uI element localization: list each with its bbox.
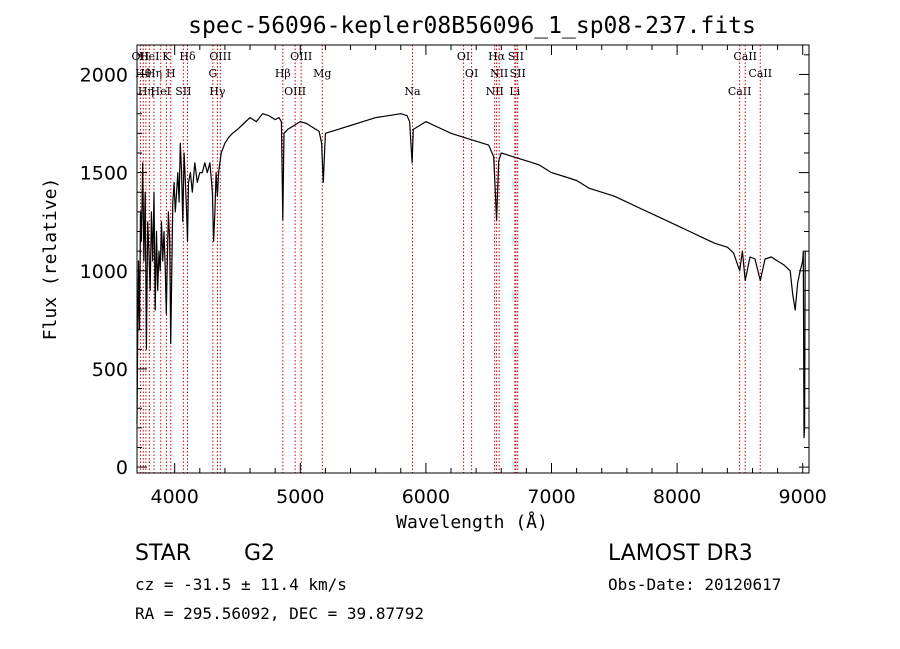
survey-name: LAMOST DR3 xyxy=(608,541,753,566)
line-marker-label: OI xyxy=(457,50,470,63)
line-marker-label: SII xyxy=(175,85,191,98)
line-marker-label: HeI xyxy=(139,50,159,63)
line-marker-label: Hθ xyxy=(135,67,152,80)
line-marker-label: OI xyxy=(465,67,478,80)
line-marker-label: Hα xyxy=(488,50,506,63)
line-marker-label: Na xyxy=(404,85,421,98)
plot-frame xyxy=(136,44,810,474)
line-marker-label: SII xyxy=(508,50,524,63)
spectral-line-markers: OIIHθHηHeIHηHeIKHSIIHδGHγOIIIHβOIIIOIIIM… xyxy=(132,45,772,473)
x-tick-label: 5000 xyxy=(276,486,324,508)
line-marker-label: Hγ xyxy=(209,85,226,98)
x-tick-label: 4000 xyxy=(151,486,199,508)
line-marker-label: OII xyxy=(132,50,150,63)
line-marker-label: NII xyxy=(490,67,508,80)
line-marker-label: Hη xyxy=(138,85,154,98)
line-marker-label: Hβ xyxy=(275,67,291,80)
line-marker-label: K xyxy=(162,50,171,63)
line-marker-label: NII xyxy=(486,85,504,98)
line-marker-label: CaII xyxy=(728,85,752,98)
line-marker-label: Hη xyxy=(146,67,162,80)
line-marker-label: HeI xyxy=(151,85,171,98)
object-class: STAR xyxy=(135,541,191,566)
line-marker-label: OIII xyxy=(290,50,312,63)
line-marker-label: CaII xyxy=(748,67,772,80)
x-axis-label: Wavelength (Å) xyxy=(396,511,548,533)
redshift-cz: cz = -31.5 ± 11.4 km/s xyxy=(135,575,347,594)
y-tick-label: 1000 xyxy=(80,261,128,283)
flux-line xyxy=(136,113,806,439)
line-marker-label: Hδ xyxy=(179,50,196,63)
observation-date: Obs-Date: 20120617 xyxy=(608,575,781,594)
x-tick-label: 6000 xyxy=(402,486,450,508)
x-tick-label: 9000 xyxy=(779,486,827,508)
object-subclass: G2 xyxy=(244,541,275,566)
line-marker-label: CaII xyxy=(733,50,757,63)
x-tick-label: 7000 xyxy=(527,486,575,508)
y-axis-ticks: 0 500 1000 1500 2000 xyxy=(80,54,809,479)
line-marker-label: Mg xyxy=(313,67,331,80)
y-tick-label: 1500 xyxy=(80,163,128,185)
x-tick-label: 8000 xyxy=(653,486,701,508)
line-marker-label: H xyxy=(166,67,176,80)
y-tick-label: 500 xyxy=(92,359,128,381)
chart-title: spec-56096-kepler08B56096_1_sp08-237.fit… xyxy=(188,13,756,39)
x-axis-ticks: 4000 5000 6000 7000 8000 9000 xyxy=(151,45,827,508)
line-marker-label: G xyxy=(208,67,217,80)
y-tick-label: 0 xyxy=(116,457,128,479)
y-axis-label: Flux (relative) xyxy=(40,178,61,341)
y-tick-label: 2000 xyxy=(80,64,128,86)
flux-series xyxy=(136,113,806,439)
line-marker-label: SII xyxy=(510,67,526,80)
line-marker-label: Li xyxy=(509,85,520,98)
line-marker-label: OIII xyxy=(284,85,306,98)
line-marker-label: OIII xyxy=(209,50,231,63)
coordinates: RA = 295.56092, DEC = 39.87792 xyxy=(135,604,424,623)
